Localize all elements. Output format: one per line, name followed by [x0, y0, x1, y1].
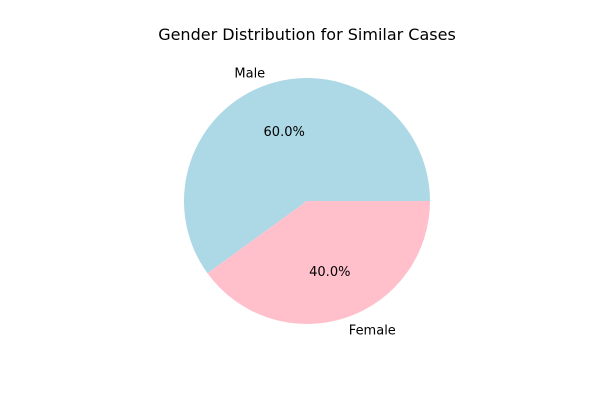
slice-label-male: Male: [234, 66, 265, 81]
chart-title: Gender Distribution for Similar Cases: [158, 25, 456, 44]
percent-label-female: 40.0%: [309, 265, 350, 280]
pie-labels: Male 60.0% Female 40.0%: [234, 66, 395, 338]
pie-slices: [183, 77, 430, 324]
pie-slice-male: [183, 77, 430, 274]
percent-label-male: 60.0%: [264, 125, 305, 140]
slice-label-female: Female: [349, 324, 396, 339]
pie-slice-female: [207, 201, 430, 324]
